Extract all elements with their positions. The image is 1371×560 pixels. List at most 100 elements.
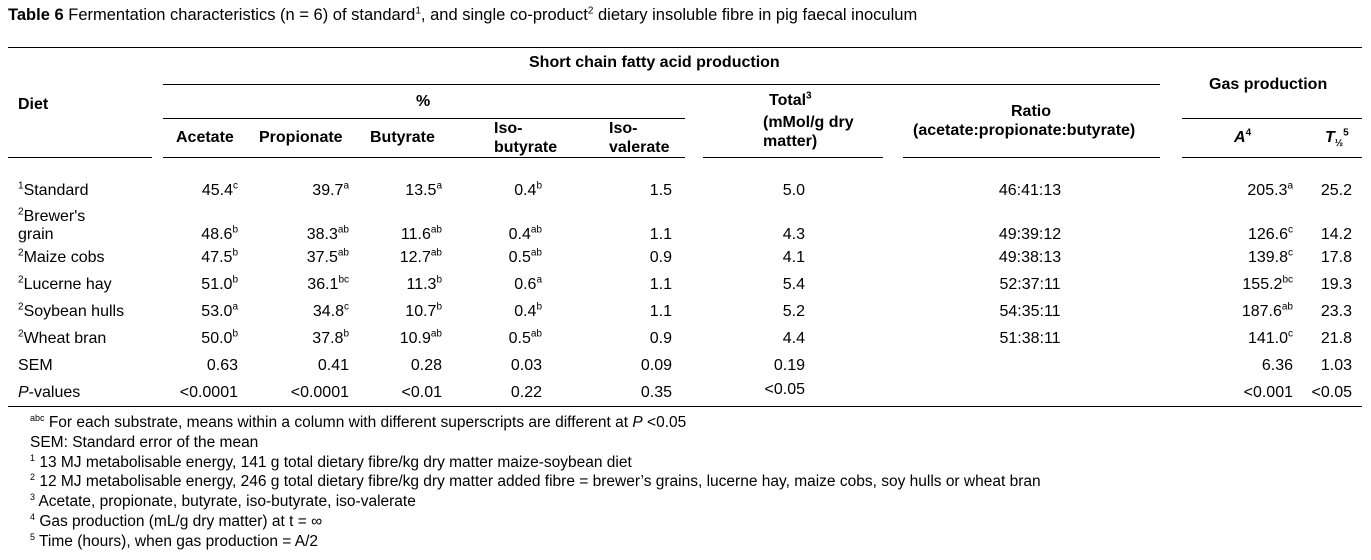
cell-value: 11.3 (406, 276, 437, 293)
footnote-2: 2 12 MJ metabolisable energy, 246 g tota… (30, 472, 1041, 491)
cell-sup: a (436, 180, 442, 192)
cell-value: 126.6 (1247, 226, 1288, 243)
cell-a: 141.0c (1248, 329, 1293, 348)
cell-a: 139.8c (1248, 248, 1293, 267)
cell-value: 0.35 (640, 384, 672, 401)
cell-value: 0.09 (640, 357, 672, 374)
footnote-abc: abc For each substrate, means within a c… (30, 413, 686, 432)
cell-value: 23.3 (1320, 303, 1352, 320)
cell-value: 47.5 (201, 249, 233, 266)
diet-sup: 2 (18, 328, 24, 340)
pvalue-acetate: <0.0001 (180, 383, 238, 402)
sem-propionate: 0.41 (318, 356, 349, 375)
footnote-text: For each substrate, means within a colum… (44, 414, 633, 431)
cell-value: 0.5 (508, 249, 531, 266)
cell-value: 14.2 (1320, 226, 1352, 243)
cell-value: 0.41 (317, 357, 349, 374)
sem-butyrate: 0.28 (411, 356, 442, 375)
cell-isovalerate: 1.1 (650, 302, 672, 321)
cell-value: 187.6 (1241, 303, 1282, 320)
diet-name-text: Lucerne hay (23, 276, 112, 293)
cell-value: 21.8 (1320, 330, 1352, 347)
footnote-p: P (632, 414, 643, 431)
cell-ratio: 49:39:12 (970, 225, 1090, 244)
diet-name: 2Soybean hulls (18, 302, 124, 321)
diet-name: 2Maize cobs (18, 248, 104, 267)
cell-value: 50.0 (201, 330, 233, 347)
header-ratio-2: (acetate:propionate:butyrate) (913, 122, 1136, 139)
footnote-sup: 5 (30, 531, 36, 542)
footnote-text: Time (hours), when gas production = A/2 (35, 533, 319, 550)
percent-rule (163, 118, 685, 119)
cell-value: 205.3 (1247, 182, 1288, 199)
cell-sup: b (232, 274, 238, 286)
pvalue-isovalerate: 0.35 (641, 383, 672, 402)
cell-sup: b (232, 328, 238, 340)
cell-propionate: 37.8b (312, 329, 349, 348)
cell-butyrate: 10.9ab (400, 329, 442, 348)
cell-value: <0.001 (1243, 384, 1293, 401)
header-total-3: matter) (763, 133, 818, 150)
cell-sup: c (1288, 328, 1293, 340)
cell-sup: ab (430, 328, 442, 340)
sem-total: 0.19 (774, 356, 805, 375)
caption-text: , and single co-product (420, 6, 588, 24)
cell-value: 1.5 (649, 182, 672, 199)
cell-value: 38.3 (306, 226, 338, 243)
cell-value: 4.3 (782, 226, 805, 243)
cell-value: 10.7 (405, 303, 437, 320)
cell-sup: bc (1282, 274, 1293, 286)
cell-value: 4.4 (782, 330, 805, 347)
header-isovalerate-1: Iso- (609, 120, 638, 137)
cell-sup: ab (337, 247, 349, 259)
cell-sup: a (536, 274, 542, 286)
gas-t-sub: ½ (1334, 138, 1344, 150)
header-gas: Gas production (1209, 76, 1328, 93)
cell-value: 51.0 (201, 276, 233, 293)
cell-sup: c (1288, 224, 1293, 236)
table-label: Table 6 (8, 6, 64, 24)
footnote-text: Gas production (mL/g dry matter) at t = … (35, 513, 323, 530)
cell-value: <0.05 (764, 381, 805, 398)
footnote-5: 5 Time (hours), when gas production = A/… (30, 532, 318, 551)
diet-name-text: Brewer's (23, 208, 86, 225)
cell-acetate: 53.0a (201, 302, 238, 321)
header-bottom-rule-total (703, 157, 883, 158)
scfa-rule (163, 84, 1160, 85)
cell-sup: ab (530, 328, 542, 340)
cell-propionate: 36.1bc (307, 275, 349, 294)
footnote-1: 1 13 MJ metabolisable energy, 141 g tota… (30, 453, 632, 472)
cell-a: 126.6c (1248, 225, 1293, 244)
diet-name-text: Standard (23, 182, 89, 199)
footnote-sup: 2 (30, 471, 36, 482)
cell-value: 1.1 (649, 226, 672, 243)
cell-isobutyrate: 0.5ab (509, 248, 542, 267)
diet-sup: 2 (18, 206, 24, 218)
cell-total: 5.2 (783, 302, 805, 321)
cell-acetate: 50.0b (201, 329, 238, 348)
cell-isovalerate: 1.1 (650, 225, 672, 244)
diet-name: 2Lucerne hay (18, 275, 112, 294)
total-label: Total (769, 92, 807, 109)
header-diet: Diet (18, 96, 49, 113)
cell-sup: b (343, 328, 349, 340)
cell-total: 4.4 (783, 329, 805, 348)
cell-t: 17.8 (1321, 248, 1352, 267)
cell-butyrate: 12.7ab (400, 248, 442, 267)
footnote-sem: SEM: Standard error of the mean (30, 434, 259, 451)
diet-name-line2: grain (18, 225, 54, 244)
cell-value: 37.5 (306, 249, 338, 266)
diet-name: 2Wheat bran (18, 329, 106, 348)
cell-sup: ab (1281, 301, 1293, 313)
gas-t-sup: 5 (1343, 127, 1349, 139)
diet-name: 1Standard (18, 181, 89, 200)
cell-value: 0.9 (649, 249, 672, 266)
cell-value: 39.7 (312, 182, 344, 199)
cell-value: 49:39:12 (998, 226, 1062, 243)
cell-value: 36.1 (307, 276, 339, 293)
header-acetate: Acetate (176, 129, 234, 146)
cell-value: 52:37:11 (999, 276, 1061, 293)
cell-sup: bc (338, 274, 349, 286)
header-percent: % (416, 93, 431, 110)
cell-value: 46:41:13 (998, 182, 1062, 199)
